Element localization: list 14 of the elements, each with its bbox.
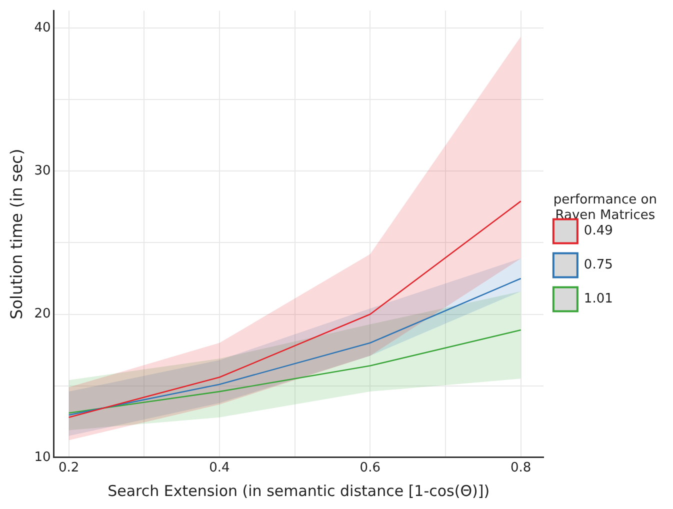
- legend-label: 1.01: [584, 292, 613, 307]
- x-tick-label: 0.8: [510, 460, 532, 476]
- y-axis-title: Solution time (in sec): [6, 148, 26, 320]
- y-tick-label: 10: [34, 450, 51, 465]
- x-tick-label: 0.6: [360, 460, 380, 476]
- y-tick-label: 40: [34, 20, 51, 36]
- legend-label: 0.49: [584, 224, 613, 239]
- legend-title: performance on Raven Matrices: [553, 192, 658, 224]
- x-tick-label: 0.2: [58, 460, 80, 476]
- x-tick-label: 0.4: [209, 460, 230, 476]
- legend-label: 0.75: [584, 258, 613, 273]
- y-tick-label: 30: [34, 163, 51, 178]
- y-tick-label: 20: [34, 306, 51, 322]
- x-axis-title: Search Extension (in semantic distance [1-cos(Θ)]): [108, 482, 490, 500]
